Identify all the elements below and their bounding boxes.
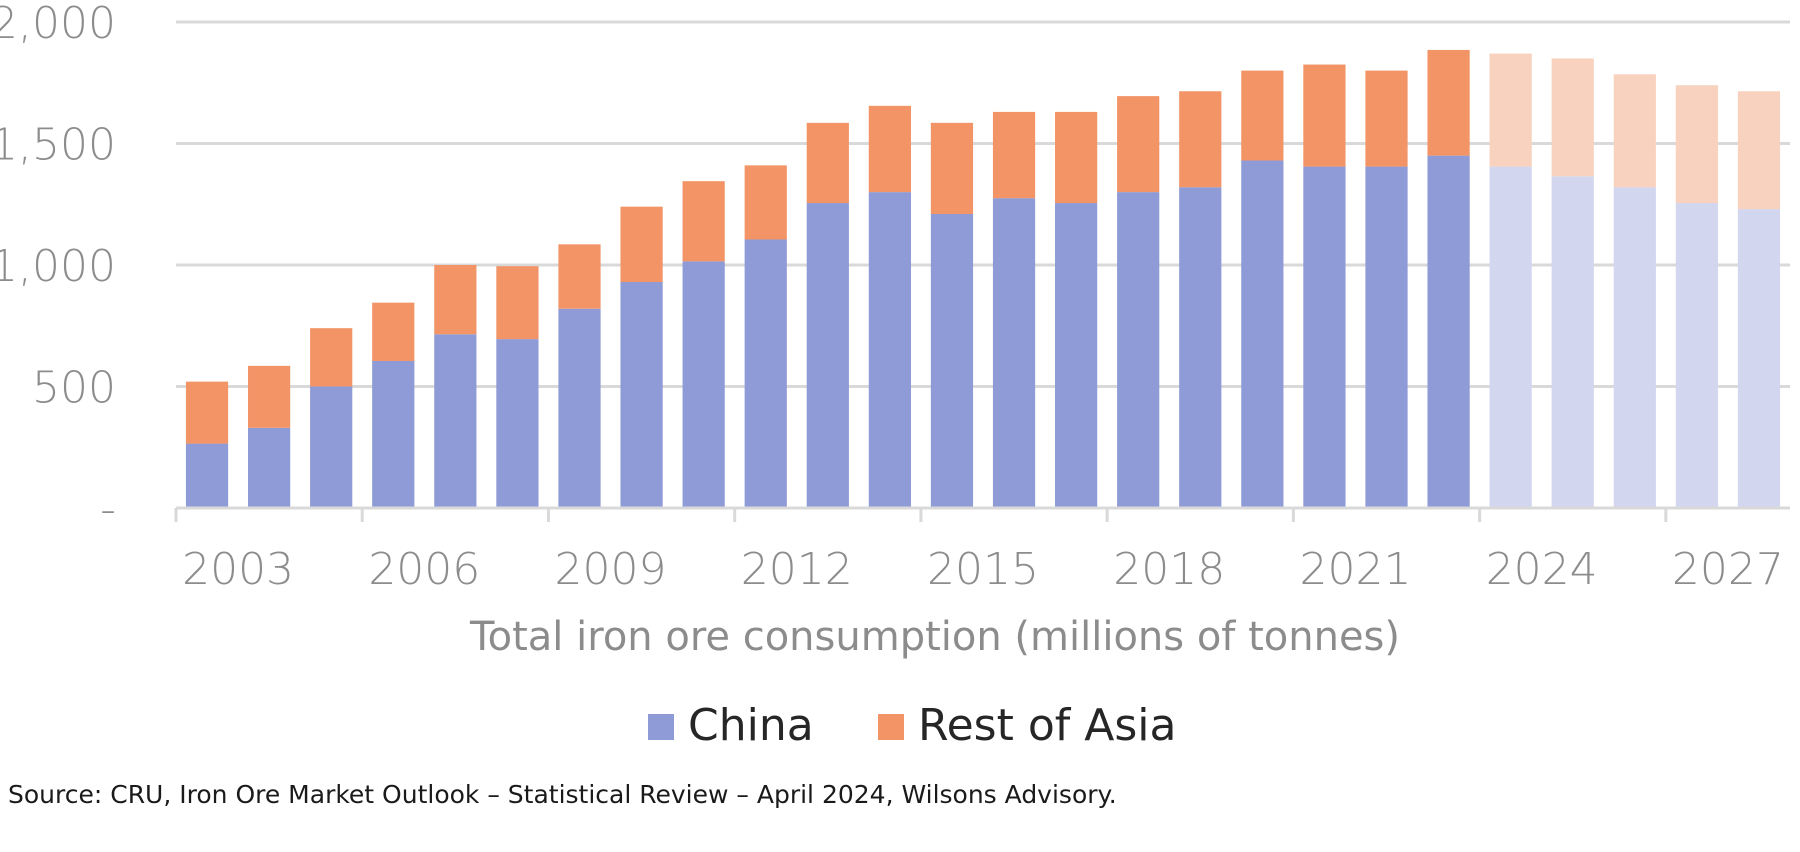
gridlines <box>176 20 1790 388</box>
bar-rest-of-asia-2024 <box>1489 53 1532 167</box>
bar-rest-of-asia-2014 <box>868 105 911 193</box>
bar-rest-of-asia-2020 <box>1241 70 1284 161</box>
x-tick-label: 2006 <box>368 544 480 595</box>
bar-china-2018 <box>1117 192 1160 508</box>
bar-rest-of-asia-2019 <box>1179 91 1222 188</box>
bar-rest-of-asia-2009 <box>558 244 601 309</box>
bar-china-2015 <box>930 213 974 508</box>
bar-china-2020 <box>1241 160 1284 508</box>
x-tick-label: 2027 <box>1672 544 1784 595</box>
bar-china-2007 <box>434 334 477 508</box>
bar-china-2022 <box>1365 166 1408 508</box>
bar-rest-of-asia-2003 <box>185 381 229 444</box>
x-tick-label: 2024 <box>1486 544 1598 595</box>
x-tick-label: 2021 <box>1299 544 1411 595</box>
bar-rest-of-asia-2023 <box>1427 49 1470 156</box>
bar-rest-of-asia-2022 <box>1365 70 1408 167</box>
bar-china-2006 <box>372 360 415 508</box>
x-axis-ticks: 2003 2006 2009 2012 2015 2018 2021 2024 2027 <box>182 544 1784 595</box>
x-tick-label: 2018 <box>1113 544 1225 595</box>
x-axis <box>174 506 1790 522</box>
bar-rest-of-asia-2005 <box>310 328 353 387</box>
bar-rest-of-asia-2025 <box>1551 58 1594 177</box>
bar-rest-of-asia-2017 <box>1055 111 1098 204</box>
bar-rest-of-asia-2018 <box>1117 96 1160 193</box>
bar-china-2004 <box>248 427 291 508</box>
x-tick-label: 2009 <box>555 544 667 595</box>
bar-rest-of-asia-2008 <box>496 266 539 340</box>
legend-swatch-rest-of-asia <box>878 714 904 740</box>
x-axis-title: Total iron ore consumption (millions of … <box>469 614 1400 660</box>
bar-china-2012 <box>744 239 787 509</box>
bar-china-2019 <box>1179 187 1222 509</box>
y-tick-label: 1,500 <box>0 120 116 171</box>
bar-rest-of-asia-2026 <box>1613 74 1656 188</box>
bar-rest-of-asia-2010 <box>620 206 663 283</box>
bar-china-2027 <box>1675 203 1718 508</box>
x-tick-label: 2003 <box>182 544 294 595</box>
bar-china-2013 <box>806 203 849 508</box>
bar-rest-of-asia-2012 <box>744 165 787 240</box>
y-tick-label: 500 <box>32 363 116 414</box>
y-tick-label: 1,000 <box>0 241 116 292</box>
y-axis-ticks: - 500 1,000 1,500 2,000 <box>0 0 116 535</box>
bar-china-2014 <box>868 192 911 508</box>
x-tick-label: 2012 <box>741 544 853 595</box>
bar-china-2003 <box>185 443 229 508</box>
bar-china-2026 <box>1613 187 1656 509</box>
bar-china-2011 <box>682 261 725 508</box>
bar-china-2017 <box>1055 203 1098 508</box>
bar-rest-of-asia-2021 <box>1303 64 1346 167</box>
legend-swatch-china <box>648 714 674 740</box>
x-tick-label: 2015 <box>927 544 1039 595</box>
bar-rest-of-asia-2013 <box>806 122 849 204</box>
bar-rest-of-asia-2016 <box>992 111 1036 199</box>
y-tick-label: 2,000 <box>0 0 116 49</box>
bar-china-2023 <box>1427 155 1470 508</box>
legend-label-rest-of-asia: Rest of Asia <box>918 700 1176 751</box>
bar-rest-of-asia-2007 <box>434 265 477 335</box>
bar-china-2016 <box>992 198 1036 509</box>
bar-china-2010 <box>620 282 663 508</box>
y-tick-label: - <box>100 484 116 535</box>
bar-rest-of-asia-2004 <box>248 365 291 428</box>
source-note: Source: CRU, Iron Ore Market Outlook – S… <box>8 780 1117 809</box>
bar-rest-of-asia-2027 <box>1675 85 1718 204</box>
bar-rest-of-asia-2028 <box>1737 91 1781 210</box>
bar-china-2025 <box>1551 176 1594 508</box>
legend-label-china: China <box>688 700 814 751</box>
bar-china-2028 <box>1737 209 1781 509</box>
bar-rest-of-asia-2006 <box>372 302 415 361</box>
bar-china-2021 <box>1303 166 1346 508</box>
bar-china-2008 <box>496 339 539 508</box>
legend: China Rest of Asia <box>648 700 1176 751</box>
bar-china-2005 <box>310 386 353 508</box>
bar-rest-of-asia-2011 <box>682 181 725 262</box>
bars <box>185 49 1781 509</box>
bar-china-2024 <box>1489 166 1532 508</box>
bar-rest-of-asia-2015 <box>930 122 974 214</box>
bar-china-2009 <box>558 308 601 508</box>
